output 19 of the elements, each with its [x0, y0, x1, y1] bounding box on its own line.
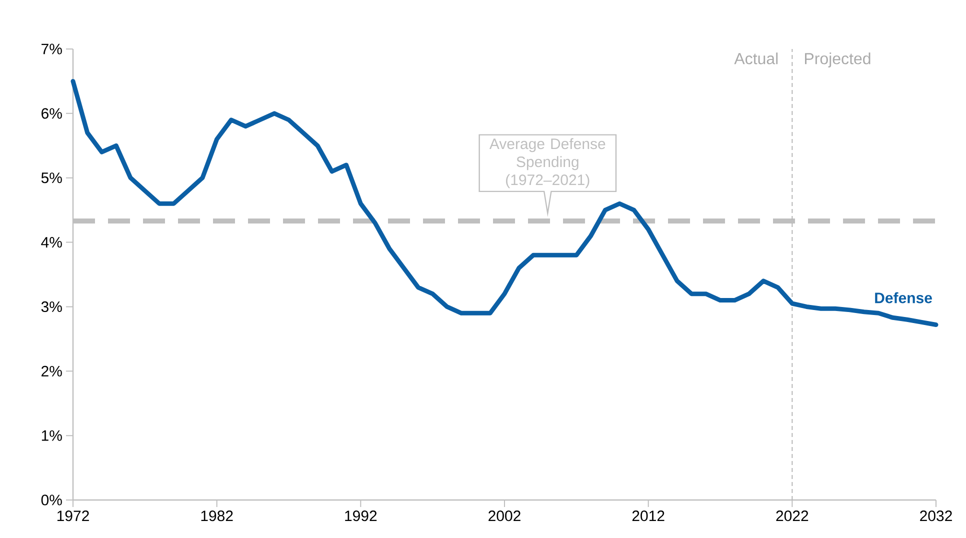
y-tick-label: 5%: [41, 172, 62, 184]
y-tick-label: 2%: [42, 366, 62, 376]
y-tick-label: 7%: [42, 44, 62, 54]
x-tick-label: 1992: [345, 510, 377, 522]
x-tick-label: 1982: [201, 510, 233, 522]
y-tick-label: 0%: [41, 494, 62, 506]
y-tick-label: 1%: [42, 430, 62, 441]
y-tick-label: 6%: [42, 108, 62, 119]
x-tick-label: 1972: [57, 510, 89, 522]
x-tick-label: 2002: [488, 510, 520, 522]
x-tick-label: 2032: [920, 510, 952, 522]
annotation: Actual: [734, 52, 778, 64]
y-tick-label: 3%: [41, 301, 62, 312]
series-label: Defense: [875, 292, 932, 304]
annotation: Projected: [805, 52, 870, 68]
x-tick-label: 2022: [776, 510, 808, 522]
ref-line-label: Average Defense Spending (1972–2021): [489, 138, 606, 188]
y-tick-label: 4%: [41, 237, 62, 248]
x-tick-label: 2012: [632, 510, 664, 522]
